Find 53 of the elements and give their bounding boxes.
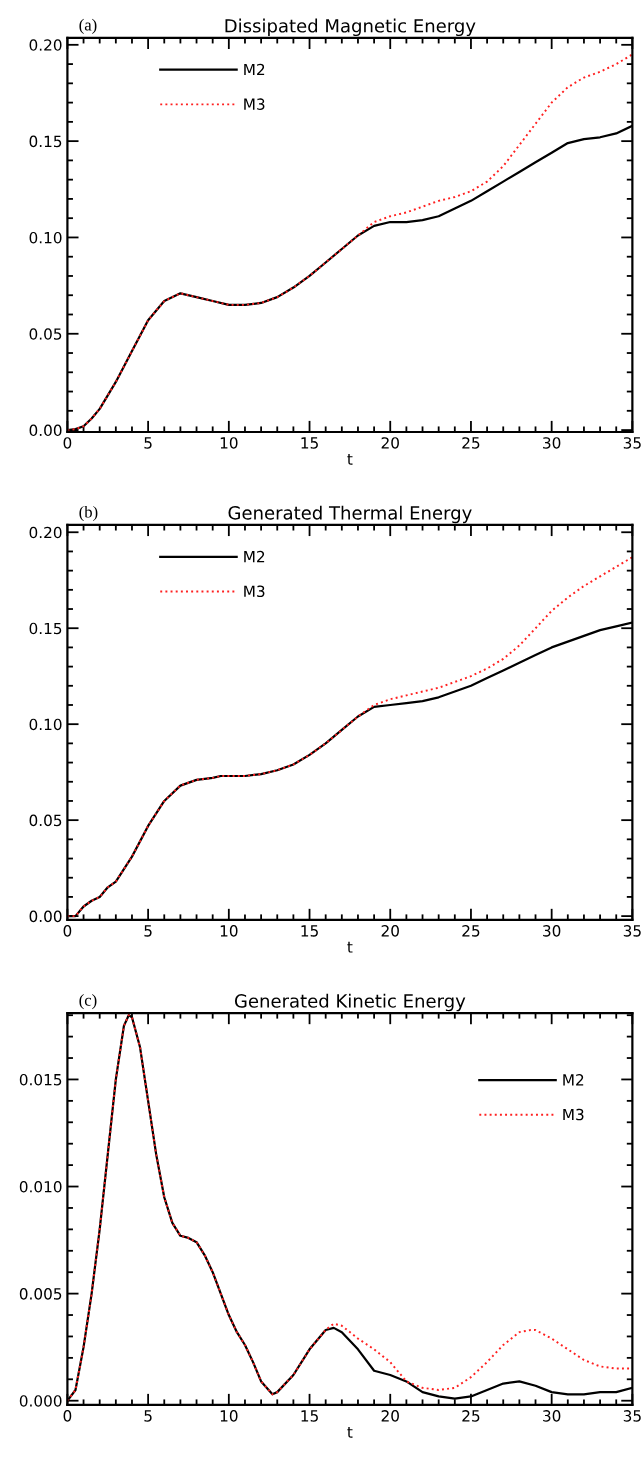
x-tick-label: 30 (543, 1410, 561, 1422)
legend-label: M3 (244, 585, 265, 598)
y-tick-label: 0.20 (29, 39, 62, 51)
x-tick-label: 35 (623, 925, 641, 937)
x-tick-label: 15 (301, 1410, 318, 1422)
y-tick-label: 0.00 (29, 910, 62, 923)
chart-title: Generated Thermal Energy (228, 505, 472, 524)
x-tick-label: 10 (220, 925, 238, 937)
x-tick-label: 10 (220, 1410, 238, 1422)
legend-label: M2 (563, 1074, 584, 1086)
y-tick-label: 0.00 (29, 424, 62, 437)
x-tick-label: 15 (301, 925, 318, 937)
y-tick-label: 0.010 (19, 1181, 62, 1193)
y-tick-label: 0.05 (29, 328, 62, 340)
legend-label: M2 (244, 63, 265, 76)
x-tick-label: 30 (543, 437, 561, 449)
y-tick-label: 0.10 (29, 718, 62, 731)
legend-label: M2 (244, 550, 265, 563)
x-tick-label: 25 (462, 925, 480, 937)
x-tick-label: 5 (144, 925, 152, 937)
legend-label: M3 (563, 1108, 584, 1121)
y-tick-label: 0.15 (29, 135, 62, 148)
x-tick-label: 20 (381, 1410, 399, 1422)
x-tick-label: 25 (462, 1410, 480, 1422)
y-tick-label: 0.10 (29, 231, 62, 244)
y-tick-label: 0.005 (19, 1288, 62, 1300)
x-tick-label: 35 (623, 1410, 641, 1422)
chart-title: Generated Kinetic Energy (234, 993, 466, 1012)
x-axis-title: t (347, 1426, 353, 1438)
x-tick-label: 10 (220, 437, 238, 449)
x-axis-title: t (347, 453, 353, 465)
legend-label: M3 (244, 98, 265, 110)
x-tick-label: 20 (381, 437, 399, 449)
x-tick-label: 20 (381, 925, 399, 937)
text: (a) (79, 18, 97, 34)
x-tick-label: 30 (543, 925, 561, 937)
x-tick-label: 15 (301, 437, 318, 449)
chart-title: Dissipated Magnetic Energy (225, 18, 476, 37)
y-tick-label: 0.000 (19, 1395, 62, 1407)
text: (b) (79, 505, 98, 522)
x-axis-title: t (347, 941, 353, 953)
y-tick-label: 0.015 (19, 1073, 62, 1086)
x-tick-label: 0 (63, 925, 72, 937)
text: (c) (79, 994, 97, 1010)
y-tick-label: 0.20 (29, 526, 62, 539)
y-tick-label: 0.05 (29, 814, 62, 827)
x-tick-label: 0 (63, 437, 72, 449)
x-tick-label: 0 (63, 1410, 72, 1422)
x-tick-label: 35 (623, 437, 641, 449)
x-tick-label: 25 (462, 437, 480, 449)
x-tick-label: 5 (144, 437, 152, 449)
y-tick-label: 0.15 (29, 622, 62, 635)
x-tick-label: 5 (144, 1410, 152, 1422)
